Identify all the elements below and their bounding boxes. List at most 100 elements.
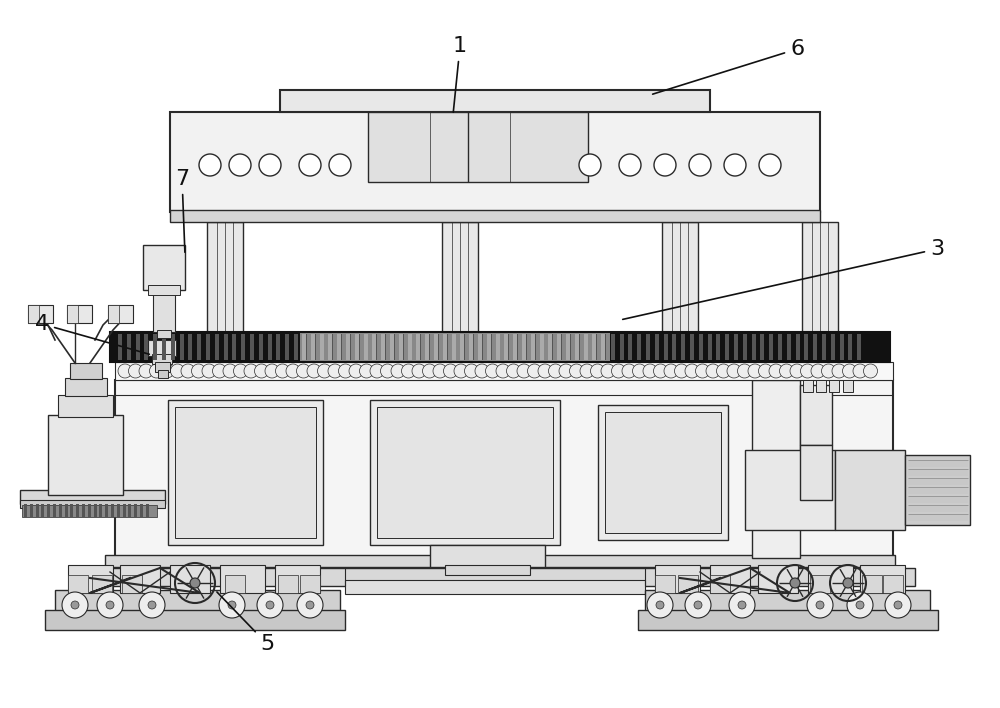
Circle shape [454,364,468,378]
Circle shape [894,601,902,609]
Circle shape [579,154,601,176]
Bar [592,334,596,360]
Bar [268,334,272,360]
Circle shape [148,601,156,609]
Circle shape [619,154,641,176]
Bar [452,334,456,360]
Bar [452,334,456,360]
Bar [664,334,668,360]
Text: 5: 5 [217,592,274,654]
Bar [303,334,307,360]
Circle shape [118,364,132,378]
Bar [584,334,588,360]
Bar [758,565,798,593]
Bar [108,305,119,323]
Circle shape [664,364,678,378]
Bar [908,514,968,521]
Bar [810,575,830,593]
Bar [822,334,826,360]
Bar [611,334,615,360]
Bar [382,334,386,360]
Bar [831,334,835,360]
Circle shape [832,364,846,378]
Bar [188,334,192,360]
Bar [862,575,882,593]
Bar [368,112,588,182]
Circle shape [475,364,489,378]
Bar [143,245,185,290]
Circle shape [538,364,552,378]
Bar [108,305,133,323]
Circle shape [265,364,279,378]
Bar [883,575,903,593]
Bar [575,334,579,360]
Bar [337,334,341,360]
Bar [158,370,168,378]
Circle shape [71,601,79,609]
Bar [47,504,50,517]
Bar [370,400,560,545]
Circle shape [570,364,584,378]
Circle shape [181,364,195,378]
Bar [408,334,412,360]
Bar [734,334,738,360]
Bar [294,334,298,360]
Circle shape [738,601,746,609]
Circle shape [528,364,542,378]
Circle shape [228,601,236,609]
Bar [48,415,123,495]
Circle shape [296,364,310,378]
Circle shape [219,592,245,618]
Bar [602,334,606,360]
Bar [908,460,968,467]
Bar [557,334,561,360]
Circle shape [685,592,711,618]
Bar [136,334,140,360]
Bar [513,334,517,360]
Circle shape [202,364,216,378]
Bar [796,334,800,360]
Bar [28,305,39,323]
Bar [59,504,62,517]
Circle shape [842,364,856,378]
Circle shape [223,364,237,378]
Bar [808,565,853,593]
Bar [170,112,820,212]
Bar [531,334,535,360]
Text: 7: 7 [175,169,189,252]
Circle shape [299,154,321,176]
Circle shape [496,364,510,378]
Circle shape [822,364,836,378]
Bar [225,575,245,593]
Bar [53,504,56,517]
Bar [300,575,320,593]
Bar [259,334,263,360]
Circle shape [286,364,300,378]
Bar [329,334,333,360]
Bar [67,305,92,323]
Bar [170,210,820,222]
Circle shape [139,364,153,378]
Bar [300,333,610,361]
Circle shape [759,154,781,176]
Bar [444,334,448,360]
Circle shape [643,364,657,378]
Bar [710,565,750,593]
Bar [540,334,544,360]
Bar [745,450,835,530]
Circle shape [674,364,688,378]
Bar [118,334,122,360]
Bar [171,334,175,360]
Circle shape [601,364,615,378]
Bar [743,334,747,360]
Bar [20,500,165,508]
Circle shape [790,578,800,588]
Bar [328,334,332,360]
Circle shape [276,364,290,378]
Circle shape [696,364,710,378]
Circle shape [306,601,314,609]
Bar [140,504,143,517]
Bar [908,487,968,494]
Bar [435,334,439,360]
Bar [655,565,700,593]
